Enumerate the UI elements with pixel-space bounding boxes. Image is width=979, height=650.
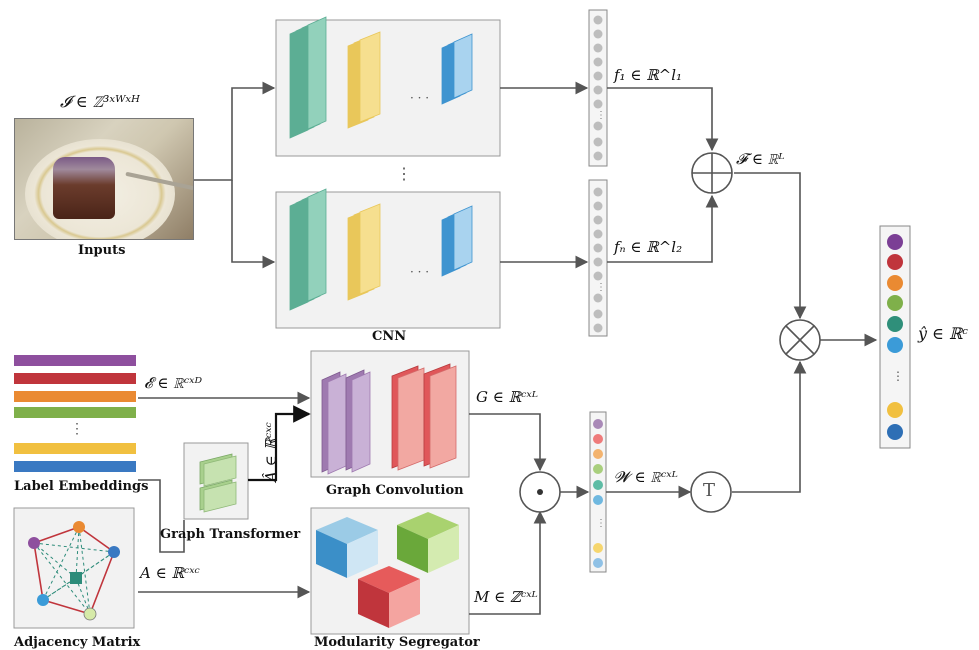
feature-dot: [593, 71, 603, 81]
w-dot: [593, 558, 603, 568]
output-dot: [887, 337, 903, 353]
output-dot: [887, 275, 903, 291]
feature-vector-top-dots: ⋮: [593, 15, 606, 161]
graph-transformer-layers: [199, 453, 237, 513]
f1-formula: f₁ ∈ ℝ^l₁: [614, 66, 683, 84]
cnn-layer-slab: [307, 16, 327, 130]
cnn-between-dots: ⋮: [396, 164, 412, 183]
w-vector-ellipsis: ⋮: [596, 518, 606, 529]
w-dot: [593, 495, 603, 505]
embedding-bar: [14, 373, 136, 384]
transpose-operator: [690, 471, 732, 513]
fn-formula: fₙ ∈ ℝ^l₂: [614, 238, 683, 256]
modularity-caption: Modularity Segregator: [314, 635, 480, 650]
graph-transformer-output-arrow: [248, 405, 311, 482]
cnn-layer-slab: [453, 205, 473, 271]
F-formula: 𝓕 ∈ ℝᴸ: [736, 150, 785, 168]
feature-dot: [593, 137, 603, 147]
graph-convolution-layers: [321, 363, 457, 475]
output-dots: ⋮: [892, 369, 904, 383]
W-formula: 𝓦 ∈ ℝᶜˣᴸ: [614, 468, 678, 486]
feature-dot: [593, 257, 603, 267]
w-dot: [593, 464, 603, 474]
feature-dot: [593, 229, 603, 239]
cnn-layers-bottom: [289, 188, 473, 311]
transpose-symbol: T: [703, 480, 716, 501]
feature-dot: [593, 187, 603, 197]
graph-transformer-caption: Graph Transformer: [160, 527, 301, 542]
G-formula: G ∈ ℝᶜˣᴸ: [476, 388, 538, 406]
output-vector-dots: [887, 234, 903, 440]
M-formula: M ∈ ℤᶜˣᴸ: [474, 588, 538, 606]
cnn-bottom-inner-dots: · · ·: [410, 265, 430, 279]
cnn-top-inner-dots: · · ·: [410, 91, 430, 105]
w-dot: [593, 480, 603, 490]
feature-dot: [593, 271, 603, 281]
input-arrows: [192, 81, 878, 347]
feature-dot: [593, 43, 603, 53]
feature-dot: [593, 99, 603, 109]
feature-dot: [593, 85, 603, 95]
output-dot: [887, 316, 903, 332]
output-dot: [887, 424, 903, 440]
feature-dot: [593, 57, 603, 67]
feature-dot: [593, 243, 603, 253]
feature-dot: [593, 293, 603, 303]
feature-dot: [593, 15, 603, 25]
feature-dot: [593, 323, 603, 333]
feature-vector-ellipsis: ⋮: [596, 282, 606, 293]
graph-arrows: [138, 360, 807, 615]
dessert-shape: [53, 157, 115, 219]
cnn-layer-slab: [359, 31, 381, 123]
A-formula: A ∈ ℝᶜˣᶜ: [140, 564, 200, 582]
graph-convolution-caption: Graph Convolution: [326, 483, 464, 498]
input-formula: 𝓘 ∈ ℤ³ˣᵂˣᴴ: [60, 92, 140, 111]
A-hat-formula: Â ∈ ℝᶜˣᶜ: [262, 422, 280, 482]
label-embedding-bars: [14, 355, 136, 472]
product-operator: [779, 319, 821, 361]
w-vector-dots: ⋮: [593, 419, 606, 568]
feature-vector-ellipsis: ⋮: [596, 110, 606, 121]
feature-dot: [593, 29, 603, 39]
embedding-bar: [14, 461, 136, 472]
adjacency-caption: Adjacency Matrix: [14, 635, 141, 650]
concat-operator: [691, 152, 733, 194]
modularity-cubes: [316, 512, 459, 628]
feature-dot: [593, 215, 603, 225]
feature-dot: [593, 151, 603, 161]
feature-dot: [593, 121, 603, 131]
feature-dot: [593, 201, 603, 211]
output-dot: [887, 254, 903, 270]
w-dot: [593, 449, 603, 459]
embedding-dots: ⋮: [70, 421, 84, 437]
input-image: [14, 118, 194, 240]
embedding-bar: [14, 407, 136, 418]
y-hat-formula: ŷ ∈ ℝᶜ: [918, 324, 968, 343]
feature-vector-bottom-dots: ⋮: [593, 187, 606, 333]
output-dot: [887, 234, 903, 250]
cnn-caption: CNN: [372, 329, 407, 344]
feature-dot: [593, 309, 603, 319]
output-dot: [887, 295, 903, 311]
cnn-layer-slab: [453, 33, 473, 99]
adjacency-graph: [28, 521, 120, 621]
cnn-layer-slab: [307, 188, 327, 302]
inputs-caption: Inputs: [78, 243, 126, 258]
w-dot: [593, 543, 603, 553]
w-dot: [593, 434, 603, 444]
w-dot: [593, 419, 603, 429]
label-embeddings-caption: Label Embeddings: [14, 479, 149, 494]
output-dot: [887, 402, 903, 418]
hadamard-operator: [519, 471, 561, 513]
cnn-layers-top: [289, 16, 473, 139]
cnn-layer-slab: [359, 203, 381, 295]
embedding-bar: [14, 443, 136, 454]
embedding-bar: [14, 355, 136, 366]
E-formula: 𝓔 ∈ ℝᶜˣᴰ: [144, 374, 203, 392]
embedding-bar: [14, 391, 136, 402]
